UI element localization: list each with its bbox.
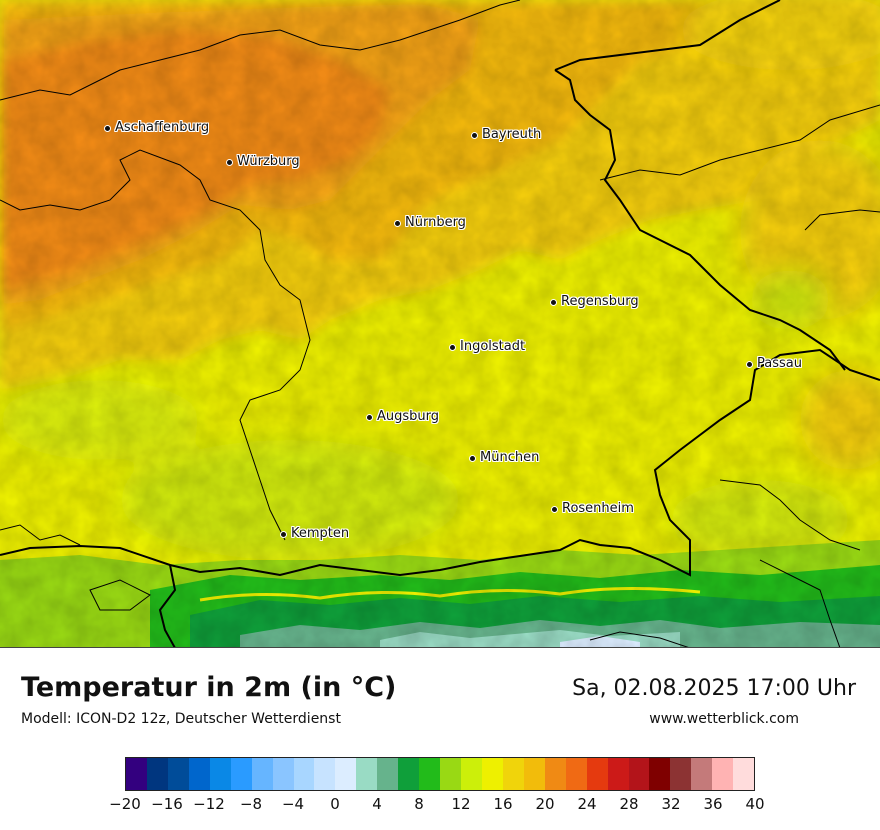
city-label: Ingolstadt xyxy=(460,339,526,354)
city-dot-icon xyxy=(394,220,401,227)
color-scale-segment xyxy=(586,758,608,790)
city-label: Augsburg xyxy=(377,409,440,424)
color-scale-tick-label: 24 xyxy=(577,795,597,813)
city-label: Regensburg xyxy=(561,294,639,309)
temperature-map: Aschaffenburg Würzburg Bayreuth Nürnberg… xyxy=(0,0,880,648)
color-scale-tick-label: 28 xyxy=(619,795,639,813)
color-scale-segment xyxy=(188,758,210,790)
city-label: Aschaffenburg xyxy=(115,120,210,135)
city-dot-icon xyxy=(449,344,456,351)
texture-overlay xyxy=(0,0,880,647)
city-label: Rosenheim xyxy=(562,501,634,516)
color-scale-tick-label: 0 xyxy=(330,795,340,813)
color-scale-segment xyxy=(461,758,482,790)
city-dot-icon xyxy=(551,506,558,513)
color-scale-segment xyxy=(733,758,755,790)
color-scale-segment xyxy=(649,758,671,790)
color-scale-segment xyxy=(272,758,294,790)
color-scale-segment xyxy=(314,758,336,790)
color-scale-segment xyxy=(293,758,315,790)
website-link[interactable]: www.wetterblick.com xyxy=(649,711,799,727)
color-scale-segment xyxy=(481,758,503,790)
color-scale-segment xyxy=(670,758,692,790)
city-label: München xyxy=(480,450,540,465)
color-scale-segment xyxy=(251,758,273,790)
color-scale-segment xyxy=(126,758,147,790)
color-scale-tick-label: 32 xyxy=(661,795,681,813)
color-scale-tick-label: 36 xyxy=(703,795,723,813)
color-scale-segment xyxy=(335,758,357,790)
color-scale-tick-label: −20 xyxy=(109,795,141,813)
color-scale-tick-label: 16 xyxy=(493,795,513,813)
color-scale-segment xyxy=(440,758,461,790)
color-scale-segment xyxy=(691,758,713,790)
city-dot-icon xyxy=(550,299,557,306)
valid-datetime: Sa, 02.08.2025 17:00 Uhr xyxy=(572,676,856,701)
color-scale-segment xyxy=(544,758,566,790)
color-scale-segment xyxy=(628,758,650,790)
color-scale-segment xyxy=(565,758,587,790)
color-scale-segment xyxy=(167,758,189,790)
color-scale-tick-label: −8 xyxy=(239,795,263,813)
color-scale-segment xyxy=(356,758,378,790)
color-scale-tick-label: 12 xyxy=(451,795,471,813)
city-dot-icon xyxy=(104,125,111,132)
borders xyxy=(0,0,880,647)
model-source: Modell: ICON-D2 12z, Deutscher Wetterdie… xyxy=(21,711,341,727)
city-dot-icon xyxy=(469,455,476,462)
color-scale-tick-label: 8 xyxy=(414,795,424,813)
color-scale-segment xyxy=(419,758,441,790)
color-scale-tick-label: 20 xyxy=(535,795,555,813)
map-canvas xyxy=(0,0,880,647)
city-dot-icon xyxy=(366,414,373,421)
city-label: Würzburg xyxy=(237,154,300,169)
color-scale-ticks: −20 −16 −12 −8 −4 0 4 8 12 16 20 24 28 32 36 40 xyxy=(0,795,880,821)
color-scale-segment xyxy=(502,758,524,790)
color-scale-segment xyxy=(398,758,420,790)
city-label: Nürnberg xyxy=(405,215,466,230)
color-scale-segment xyxy=(523,758,545,790)
city-label: Kempten xyxy=(291,526,350,541)
color-scale-segment xyxy=(712,758,734,790)
color-scale-tick-label: 40 xyxy=(745,795,765,813)
color-scale-bar xyxy=(125,757,755,791)
city-dot-icon xyxy=(746,361,753,368)
city-dot-icon xyxy=(471,132,478,139)
color-scale-segment xyxy=(146,758,168,790)
color-scale-segment xyxy=(230,758,252,790)
city-label: Passau xyxy=(757,356,802,371)
city-label: Bayreuth xyxy=(482,127,542,142)
city-dot-icon xyxy=(226,159,233,166)
map-title: Temperatur in 2m (in °C) xyxy=(21,672,397,703)
color-scale-segment xyxy=(607,758,629,790)
color-scale-tick-label: −12 xyxy=(193,795,225,813)
color-scale-segment xyxy=(209,758,231,790)
city-dot-icon xyxy=(280,531,287,538)
color-scale-tick-label: −4 xyxy=(281,795,305,813)
color-scale-tick-label: −16 xyxy=(151,795,183,813)
color-scale-segment xyxy=(377,758,399,790)
color-scale-tick-label: 4 xyxy=(372,795,382,813)
